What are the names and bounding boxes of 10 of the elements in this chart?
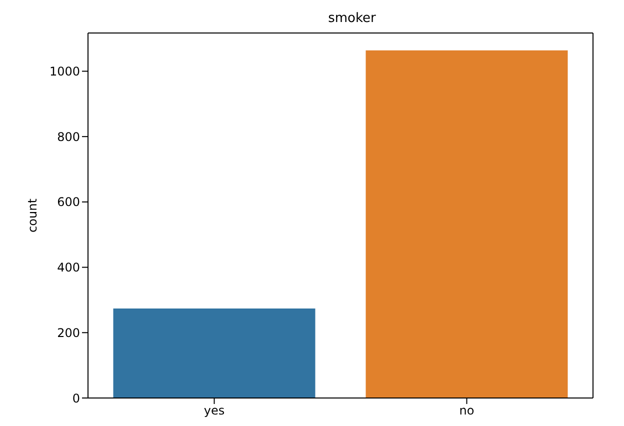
y-axis-title: count bbox=[25, 198, 40, 232]
y-tick-label: 600 bbox=[57, 195, 80, 210]
chart-title: smoker bbox=[327, 10, 377, 28]
y-tick-label: 200 bbox=[57, 326, 80, 340]
x-tick-label: yes bbox=[204, 404, 225, 418]
y-tick-label: 800 bbox=[57, 130, 80, 144]
y-tick-label: 0 bbox=[72, 391, 80, 406]
x-tick-label: no bbox=[459, 404, 474, 418]
y-tick-label: 1000 bbox=[49, 64, 80, 78]
y-tick-label: 400 bbox=[57, 260, 80, 275]
